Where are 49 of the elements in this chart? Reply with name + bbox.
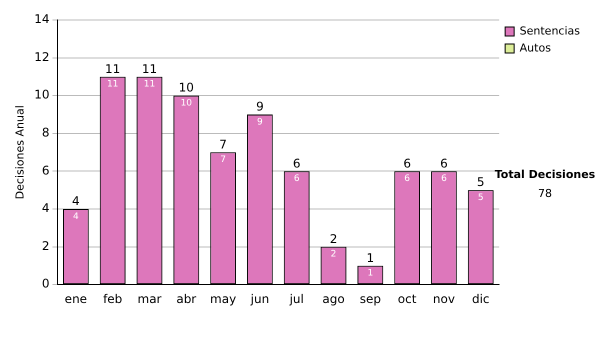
data-label: 4 [73,212,80,222]
total-label: 6 [440,156,448,170]
data-label: 7 [220,155,226,166]
total-label: 11 [142,62,158,76]
data-label: 6 [294,174,300,184]
x-tick-label: abr [176,292,196,306]
total-label: 10 [178,80,194,95]
y-tick-label: 6 [42,163,50,178]
x-tick-label: dic [472,292,490,306]
x-tick-label: feb [103,292,122,306]
y-tick-label: 2 [42,238,50,253]
total-label: 7 [219,137,227,152]
legend-label: Autos [520,41,552,54]
x-tick-label: mar [137,292,162,306]
annotation: Total Decisiones [494,168,596,181]
data-label: 10 [180,98,192,108]
data-label: 9 [257,117,264,128]
data-label: 6 [441,174,448,184]
total-label: 2 [330,232,338,246]
data-label: 11 [106,80,118,90]
total-label: 4 [72,194,80,208]
x-tick-label: jun [250,292,270,306]
total-label: 9 [256,100,264,114]
y-tick-label: 10 [34,88,50,102]
total-label: 1 [366,250,374,265]
y-tick-label: 4 [42,201,50,216]
text: 78 [537,187,553,200]
x-tick-label: ene [64,292,88,306]
y-tick-label: 14 [34,12,50,26]
data-label: 11 [144,80,156,90]
total-label: 5 [476,175,485,190]
legend-label: Sentencias [520,24,580,38]
y-tick-label: 8 [42,126,50,140]
x-tick-label: oct [398,292,417,306]
total-label: 6 [292,156,301,170]
x-tick-label: ago [322,292,345,306]
data-label: 5 [478,192,484,203]
x-tick-label: jul [288,292,304,306]
data-label: 2 [330,250,336,260]
data-label: 6 [404,174,410,184]
x-tick-label: may [210,292,236,306]
y-tick-label: 12 [34,50,50,64]
y-axis-title: Decisiones Anual [13,105,26,200]
y-tick-label: 0 [42,276,50,291]
x-tick-label: sep [360,292,381,306]
data-label: 1 [367,268,374,279]
x-tick-label: nov [432,292,455,306]
total-label: 6 [403,156,411,170]
total-label: 11 [105,62,120,76]
